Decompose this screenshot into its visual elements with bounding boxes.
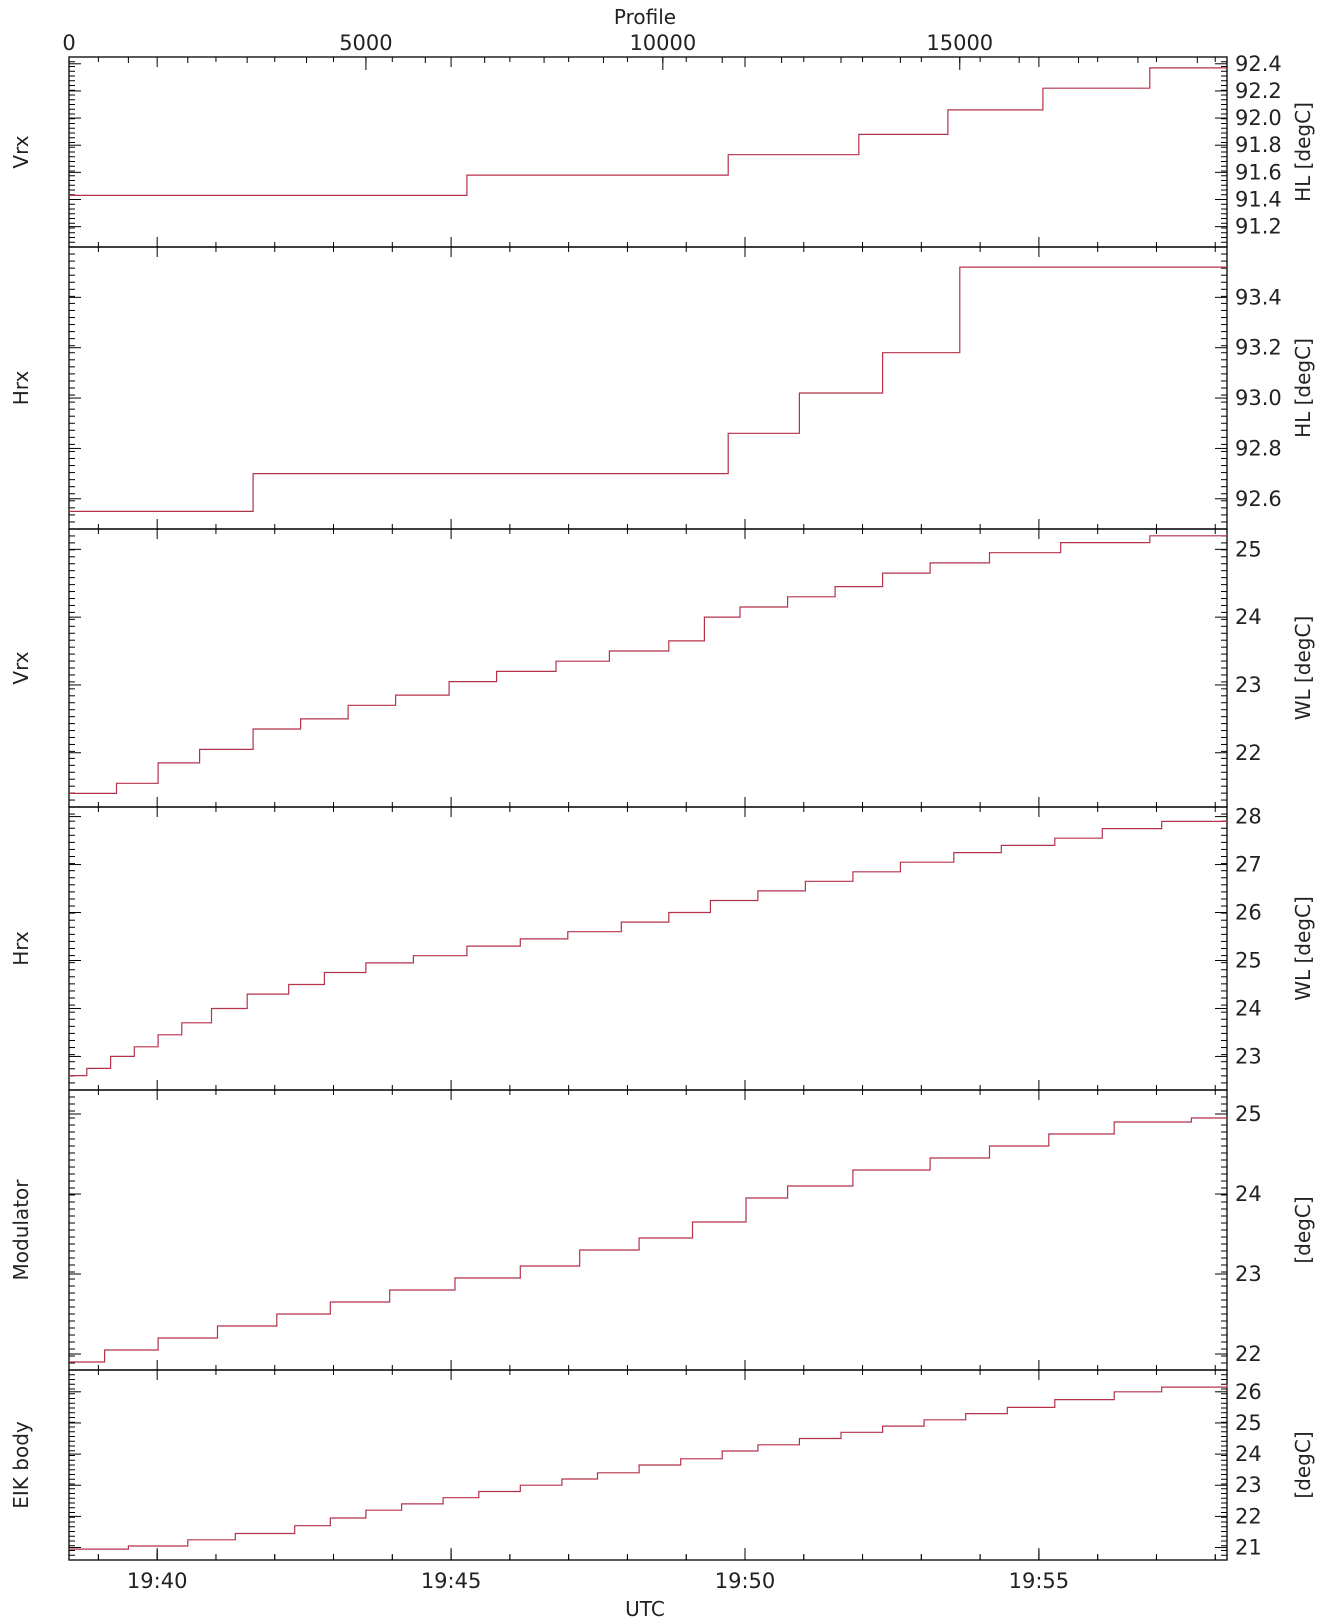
y-tick-label: 22 [1235, 1504, 1262, 1528]
y-tick-label: 22 [1235, 741, 1262, 765]
y-tick-label: 93.2 [1235, 336, 1282, 360]
series-line [69, 820, 1227, 1077]
y-tick-label: 25 [1235, 948, 1262, 972]
panel-frame [68, 246, 1228, 530]
y-tick-label: 25 [1235, 537, 1262, 561]
panel-right-label: HL [degC] [1291, 102, 1315, 202]
y-tick-label: 91.2 [1235, 215, 1282, 239]
panel-frame [68, 56, 1228, 248]
panel-5: 22 23 24 25 Modulator [degC] [9, 1089, 1315, 1371]
panel-left-label: Hrx [9, 931, 33, 966]
y-tick-label: 92.4 [1235, 52, 1282, 76]
top-axis-tick-label: 10000 [629, 31, 696, 55]
bottom-axis-tick-label: 19:50 [715, 1569, 776, 1593]
top-axis-tick-label: 0 [62, 31, 75, 55]
y-tick-label: 27 [1235, 853, 1262, 877]
panel-left-label: Vrx [9, 135, 33, 168]
y-tick-label: 24 [1235, 1442, 1262, 1466]
panel-right-label: [degC] [1291, 1196, 1315, 1263]
bottom-axis-title: UTC [625, 1597, 665, 1621]
y-tick-label: 91.8 [1235, 133, 1282, 157]
panel-right-label: [degC] [1291, 1431, 1315, 1498]
series-line [69, 1117, 1227, 1363]
panel-right-label: HL [degC] [1291, 338, 1315, 438]
bottom-axis-tick-label: 19:40 [127, 1569, 188, 1593]
y-tick-label: 26 [1235, 901, 1262, 925]
panel-right-label: WL [degC] [1291, 616, 1315, 721]
y-tick-label: 25 [1235, 1102, 1262, 1126]
y-tick-label: 24 [1235, 996, 1262, 1020]
axes-layer: 0 5000 10000 15000 19:40 19:45 19:50 19:55 [62, 31, 1216, 1593]
y-tick-label: 91.6 [1235, 160, 1282, 184]
y-tick-label: 23 [1235, 673, 1262, 697]
y-tick-label: 23 [1235, 1262, 1262, 1286]
series-line [69, 535, 1227, 794]
y-tick-label: 24 [1235, 1182, 1262, 1206]
y-tick-label: 92.6 [1235, 487, 1282, 511]
top-axis-tick-label: 15000 [926, 31, 993, 55]
y-tick-label: 24 [1235, 605, 1262, 629]
top-axis-title: Profile [614, 5, 676, 29]
panel-frame [68, 528, 1228, 808]
bottom-axis-tick-label: 19:55 [1009, 1569, 1070, 1593]
panel-left-label: EIK body [9, 1421, 33, 1509]
panel-3: 22 23 24 25 Vrx WL [degC] [9, 528, 1315, 808]
y-tick-label: 23 [1235, 1473, 1262, 1497]
panel-left-label: Hrx [9, 371, 33, 406]
panels-layer: 91.2 91.4 91.6 91.8 92.0 92.2 92.4 Vrx HL [degC]… [9, 52, 1315, 1561]
y-tick-label: 91.4 [1235, 188, 1282, 212]
panel-4: 23 24 25 26 27 28 Hrx WL [degC] [9, 805, 1315, 1091]
y-tick-label: 22 [1235, 1342, 1262, 1366]
panel-right-label: WL [degC] [1291, 896, 1315, 1001]
y-tick-label: 26 [1235, 1380, 1262, 1404]
panel-left-label: Vrx [9, 651, 33, 684]
bottom-axis-tick-label: 19:45 [421, 1569, 482, 1593]
series-line [69, 67, 1227, 196]
panel-1: 91.2 91.4 91.6 91.8 92.0 92.2 92.4 Vrx HL [degC] [9, 52, 1315, 248]
panel-frame [68, 1089, 1228, 1371]
y-tick-label: 25 [1235, 1411, 1262, 1435]
y-tick-label: 92.8 [1235, 436, 1282, 460]
series-line [69, 1384, 1228, 1550]
y-tick-label: 92.0 [1235, 106, 1282, 130]
y-tick-label: 92.2 [1235, 79, 1282, 103]
y-tick-label: 93.4 [1235, 285, 1282, 309]
panel-frame [68, 806, 1228, 1091]
panel-2: 92.6 92.8 93.0 93.2 93.4 Hrx HL [degC] [9, 246, 1315, 530]
panel-left-label: Modulator [9, 1179, 33, 1281]
y-tick-label: 21 [1235, 1536, 1262, 1560]
y-tick-label: 28 [1235, 805, 1262, 829]
top-axis-tick-label: 5000 [339, 31, 392, 55]
series-line [69, 266, 1227, 512]
y-tick-label: 93.0 [1235, 386, 1282, 410]
y-tick-label: 23 [1235, 1044, 1262, 1068]
panel-6: 21 22 23 24 25 26 EIK body [degC] [9, 1369, 1315, 1561]
